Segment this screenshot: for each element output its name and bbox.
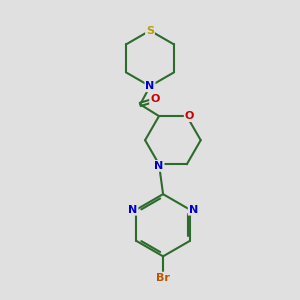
Text: Br: Br [156,273,170,283]
Text: S: S [146,26,154,36]
Text: O: O [185,111,194,121]
Text: O: O [150,94,160,104]
Text: N: N [189,205,198,215]
Text: N: N [146,81,154,91]
Text: N: N [128,205,137,215]
Text: N: N [154,161,164,171]
